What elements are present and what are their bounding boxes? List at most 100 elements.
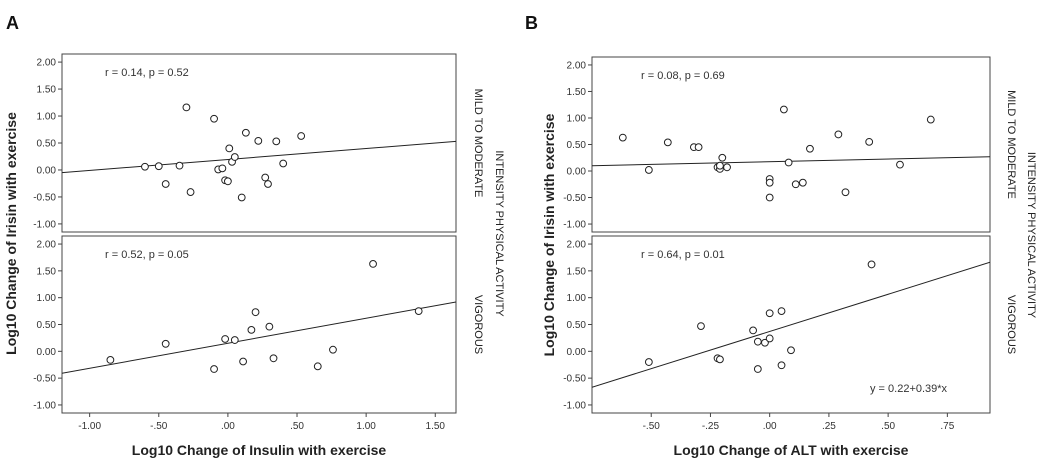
data-point (798, 178, 807, 187)
data-point (279, 159, 288, 168)
data-point (694, 143, 703, 152)
subplot-mild-to-moderate: 2.00 1.50 1.00 0.50 0.00 -0.50 -1.00 r = 0.14, … (33, 53, 484, 233)
x-tick-label: -.25 (702, 421, 720, 432)
regression-equation: y = 0.22+0.39*x (870, 383, 948, 395)
data-point (867, 260, 876, 269)
data-point (182, 103, 191, 112)
plot-frame (591, 56, 991, 233)
data-point (749, 326, 757, 335)
plot-frame (61, 235, 457, 414)
data-point (221, 335, 230, 343)
panel-letter-a: A (6, 13, 19, 33)
panel-b: 2.00 1.50 1.00 0.50 0.00 -0.50 -1.00 r = 0.08, … (541, 56, 1037, 458)
data-point (272, 137, 281, 146)
data-point (765, 178, 774, 187)
data-point (716, 161, 724, 170)
fit-line (592, 261, 990, 388)
correlation-stat: r = 0.08, p = 0.69 (641, 70, 725, 82)
y-tick-label: 1.50 (37, 266, 57, 277)
data-point (313, 362, 322, 371)
data-point (251, 308, 260, 317)
data-point (697, 322, 705, 331)
data-point (644, 166, 653, 174)
y-tick-label: -0.50 (33, 374, 56, 385)
row-label: VIGOROUS (1005, 295, 1017, 354)
correlation-stat: r = 0.64, p = 0.01 (641, 249, 725, 261)
y-tick-label: -0.50 (563, 374, 586, 385)
y-tick-label: 0.00 (37, 165, 57, 176)
data-point (225, 144, 234, 153)
data-point (787, 346, 795, 355)
data-point (765, 309, 774, 318)
data-point (239, 357, 248, 366)
data-point (841, 188, 850, 197)
y-tick-label: 1.00 (37, 112, 57, 123)
data-point (141, 162, 149, 171)
data-point (865, 137, 874, 146)
y-tick-label: -1.00 (563, 220, 586, 231)
y-tick-label: -0.50 (563, 193, 586, 204)
correlation-stat: r = 0.52, p = 0.05 (105, 249, 189, 261)
data-point (723, 163, 731, 172)
row-label: MILD TO MODERATE (1005, 90, 1017, 199)
data-point (753, 337, 762, 346)
y-tick-label: 2.00 (567, 240, 587, 251)
x-tick-label: 1.00 (356, 421, 376, 432)
y-tick-label: 2.00 (37, 58, 57, 69)
data-point (716, 355, 724, 364)
x-tick-label: .25 (822, 421, 836, 432)
data-point (765, 334, 774, 343)
data-point (663, 138, 672, 147)
x-tick-label: .00 (763, 421, 777, 432)
data-point (806, 144, 814, 153)
data-point (230, 336, 239, 344)
x-tick-label: -1.00 (78, 421, 101, 432)
y-tick-label: 1.50 (567, 87, 587, 98)
x-tick-label: .75 (940, 421, 954, 432)
fit-line (62, 140, 456, 174)
y-tick-label: 1.50 (567, 266, 587, 277)
x-axis-title: Log10 Change of Insulin with exercise (132, 442, 387, 458)
data-point (896, 160, 904, 169)
data-point (161, 180, 170, 188)
group-label: INTENSITY PHYSICAL ACTIVITY (1025, 152, 1037, 319)
data-point (218, 164, 227, 173)
data-point (186, 188, 195, 196)
x-tick-label: -.50 (150, 421, 168, 432)
correlation-stat: r = 0.14, p = 0.52 (105, 67, 189, 79)
y-tick-label: -1.00 (33, 400, 56, 411)
y-axis-title: Log10 Change of Irisin with exercise (541, 113, 557, 356)
y-tick-label: 1.50 (37, 85, 57, 96)
y-tick-label: 0.00 (567, 347, 587, 358)
data-point (777, 307, 786, 315)
row-label: VIGOROUS (472, 295, 484, 354)
x-tick-label: .50 (290, 421, 304, 432)
data-point (175, 161, 184, 170)
data-point (761, 338, 769, 347)
data-point (237, 193, 246, 202)
data-point (264, 180, 272, 188)
data-point (269, 354, 278, 363)
y-tick-label: 1.00 (37, 293, 57, 304)
data-point (618, 133, 627, 142)
data-point (223, 177, 232, 186)
y-tick-label: -1.00 (33, 219, 56, 230)
data-point (926, 115, 935, 124)
y-tick-label: -1.00 (563, 400, 586, 411)
fit-line (62, 301, 456, 374)
data-point (779, 105, 788, 114)
data-point (753, 365, 762, 373)
data-point (834, 130, 843, 139)
y-tick-label: 2.00 (567, 60, 587, 71)
subplot-vigorous: 2.00 1.50 1.00 0.50 0.00 -0.50 -1.00 r = 0.52, … (33, 235, 484, 414)
data-point (261, 173, 270, 182)
data-point (241, 128, 250, 137)
data-point (644, 358, 653, 366)
data-point (765, 193, 774, 202)
data-point (414, 307, 423, 315)
data-point (210, 114, 218, 123)
data-point (329, 345, 337, 354)
data-point (791, 180, 800, 189)
row-label: MILD TO MODERATE (472, 89, 484, 198)
